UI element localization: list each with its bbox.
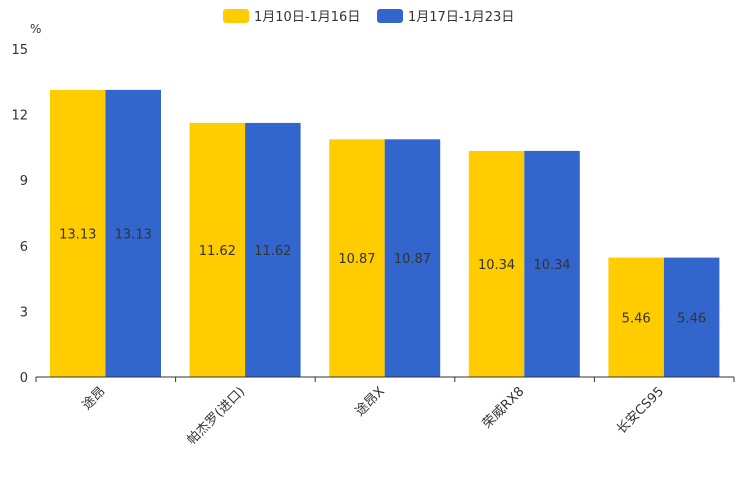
bar-series-1-4: [468, 150, 525, 377]
data-label: 10.34: [533, 258, 570, 273]
y-tick-label: 0: [20, 371, 28, 386]
data-label: 13.13: [59, 227, 96, 242]
y-tick-label: 3: [20, 305, 28, 320]
data-label: 10.34: [478, 258, 515, 273]
y-axis: 0 3 6 9 12 15: [11, 43, 28, 386]
data-label: 11.62: [254, 244, 291, 259]
bar-series-2-5: [663, 257, 720, 377]
data-label: 11.62: [199, 244, 236, 259]
bar-series-2-1: [105, 89, 161, 378]
legend-swatch: [223, 9, 249, 23]
x-tick-label: 长安CS95: [614, 384, 667, 437]
bar-series-1-2: [189, 122, 246, 377]
data-labels: 13.13 11.62 10.87 10.34 5.46 13.13 11.62 10.87 1…: [59, 227, 706, 326]
y-tick-label: 12: [11, 109, 28, 124]
x-tick-label: 荣威RX8: [480, 384, 528, 432]
x-tick-label: 途昂X: [352, 383, 388, 419]
y-axis-unit-label: %: [30, 22, 41, 36]
legend-swatch: [377, 9, 403, 23]
bar-series-2-4: [524, 150, 580, 377]
data-label: 10.87: [338, 252, 375, 267]
data-label: 5.46: [677, 311, 706, 326]
y-tick-label: 15: [11, 43, 28, 58]
bar-series-2-3: [384, 139, 441, 377]
data-label: 10.87: [394, 252, 431, 267]
data-label: 5.46: [622, 311, 651, 326]
legend-label: 1月10日-1月16日: [254, 10, 360, 25]
x-tick-label: 帕杰罗(进口): [184, 384, 248, 448]
bar-series-1-1: [50, 89, 106, 378]
legend: 1月10日-1月16日 1月17日-1月23日: [223, 9, 514, 25]
y-tick-label: 9: [20, 174, 28, 189]
bar-series-2-2: [245, 122, 301, 377]
y-tick-label: 6: [20, 240, 28, 255]
bars: [50, 89, 720, 378]
bar-series-1-5: [608, 257, 664, 377]
x-tick-label: 途昂: [79, 384, 109, 414]
x-axis: 途昂 帕杰罗(进口) 途昂X 荣威RX8 长安CS95: [35, 377, 735, 448]
data-label: 13.13: [115, 227, 152, 242]
legend-label: 1月17日-1月23日: [408, 10, 514, 25]
bar-series-1-3: [329, 139, 385, 377]
